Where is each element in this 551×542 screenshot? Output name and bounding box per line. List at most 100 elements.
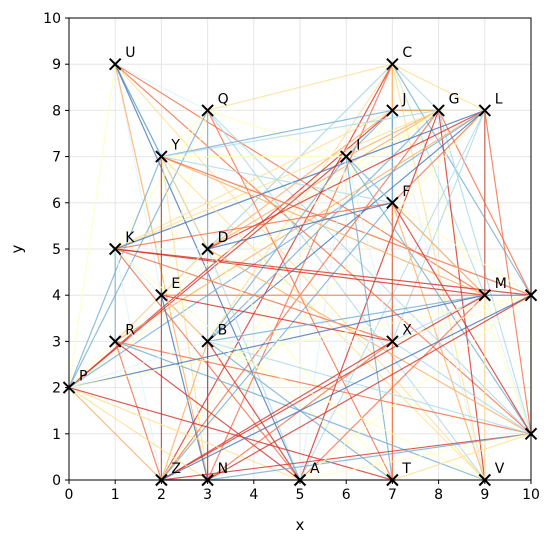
x-tick-label: 9 [480, 487, 489, 503]
edge-line [391, 109, 486, 204]
x-tick-label: 7 [388, 487, 397, 503]
point-labels: U C Q J G L Y I F K D E M R B X P Z N A T V [79, 45, 507, 477]
edge-line [392, 340, 532, 435]
point-label: T [401, 461, 411, 477]
edge-line [161, 294, 532, 481]
point-label: Y [170, 138, 180, 154]
edge-line [68, 64, 116, 388]
point-label: K [125, 230, 135, 246]
edge-line [392, 433, 532, 481]
edge-line [207, 109, 532, 435]
edge-line [161, 156, 486, 296]
point-marker [108, 57, 122, 71]
point-marker [201, 335, 214, 348]
point-label: R [125, 322, 135, 338]
edge-line [160, 294, 209, 342]
edge-line [299, 294, 532, 481]
edge-line [68, 248, 209, 389]
edge-line [115, 340, 532, 435]
edge-line [392, 294, 532, 342]
edge-line [160, 341, 209, 481]
edge-line [391, 202, 486, 296]
edge-line [68, 387, 301, 481]
point-marker [386, 57, 399, 71]
edge-line [161, 109, 439, 158]
edge-line [484, 110, 532, 434]
point-label: J [401, 91, 406, 107]
edge-line [391, 110, 486, 342]
edge-line [391, 63, 440, 111]
y-tick-label: 3 [52, 334, 61, 350]
edge-line [345, 156, 393, 481]
edge-line [114, 341, 162, 481]
point-marker [108, 335, 122, 348]
edge-line [345, 109, 393, 158]
edge-line [345, 109, 439, 158]
y-tick-label: 4 [52, 288, 61, 304]
point-marker [155, 150, 168, 163]
point-marker [386, 473, 399, 487]
edge-line [207, 109, 439, 250]
x-tick-label: 1 [111, 487, 120, 503]
point-marker [339, 150, 353, 163]
edge-line [114, 109, 486, 250]
edge-line [207, 156, 347, 342]
y-tick-label: 7 [52, 150, 61, 166]
edge-line [345, 156, 393, 342]
edge-line [68, 340, 208, 389]
point-marker [524, 427, 538, 441]
point-label: Q [218, 91, 229, 107]
edge-line [68, 387, 208, 481]
edge-line [484, 295, 532, 434]
edge-line [114, 64, 162, 296]
edge-line [161, 109, 393, 158]
edge-line [391, 63, 486, 296]
y-tick-label: 1 [52, 427, 61, 443]
point-label: A [310, 461, 320, 477]
y-tick-label: 5 [52, 242, 61, 258]
point-label: Z [171, 461, 181, 477]
point-label: L [495, 91, 503, 107]
edge-line [161, 340, 393, 481]
edge-lines [68, 63, 532, 481]
point-label: U [125, 45, 135, 61]
x-tick-label: 4 [249, 487, 258, 503]
x-tick-label: 2 [157, 487, 166, 503]
point-label: M [495, 276, 507, 292]
edge-line [68, 387, 162, 481]
point-marker [386, 335, 399, 348]
point-marker [108, 242, 122, 256]
point-marker [524, 288, 538, 302]
point-marker [478, 104, 492, 117]
axis-ticks: 0 1 2 3 4 5 6 7 8 9 10 0 1 2 3 4 5 6 7 8 9 10 [43, 11, 540, 503]
point-label: D [218, 230, 229, 246]
x-tick-label: 0 [65, 487, 74, 503]
edge-line [161, 156, 393, 204]
edge-line [114, 63, 532, 435]
y-axis-title: y [8, 244, 26, 253]
x-tick-label: 6 [342, 487, 351, 503]
edge-line [68, 156, 347, 389]
edge-line [207, 294, 532, 481]
y-tick-label: 0 [52, 473, 61, 489]
x-tick-label: 10 [522, 487, 540, 503]
y-tick-label: 10 [43, 11, 61, 27]
edge-line [161, 156, 532, 296]
x-tick-label: 5 [296, 487, 305, 503]
x-tick-label: 8 [434, 487, 443, 503]
edge-line [161, 294, 393, 342]
point-marker [432, 104, 445, 117]
edge-line [115, 248, 485, 296]
edge-line [207, 340, 486, 481]
edge-line [392, 63, 486, 111]
edge-line [207, 433, 532, 481]
point-label: P [79, 369, 87, 385]
point-marker [155, 473, 168, 487]
edge-line [160, 295, 209, 481]
point-marker [201, 242, 214, 256]
point-label: V [495, 461, 505, 477]
edge-line [299, 294, 486, 481]
point-label: G [449, 91, 460, 107]
point-label: X [402, 322, 412, 338]
point-label: F [402, 184, 410, 200]
